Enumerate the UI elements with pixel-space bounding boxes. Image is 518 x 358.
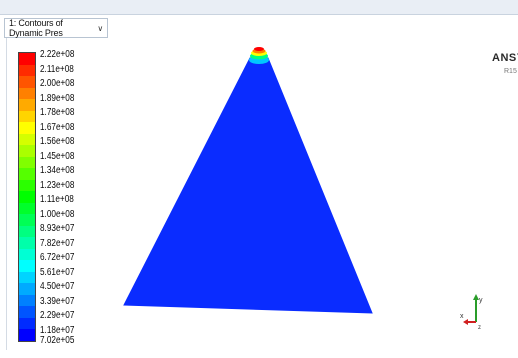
legend-label: 1.45e+08 xyxy=(40,150,75,162)
ansys-logo: ANSYS xyxy=(492,52,518,64)
legend-label: 4.50e+07 xyxy=(40,281,75,292)
legend-swatch xyxy=(19,306,35,318)
legend-label: 2.11e+08 xyxy=(40,63,74,75)
x-axis-label: x xyxy=(460,313,464,320)
legend-swatch xyxy=(19,317,35,330)
legend-label: 6.72e+07 xyxy=(40,252,75,263)
legend-swatch xyxy=(19,145,35,157)
x-axis-head xyxy=(463,319,468,325)
legend-label: 2.22e+08 xyxy=(40,49,75,60)
ansys-version: R15 xyxy=(504,68,517,75)
y-axis-label: y xyxy=(479,297,483,304)
legend-swatch xyxy=(19,271,35,284)
colormap-legend-bar xyxy=(18,52,36,342)
axis-triad: y x z xyxy=(460,294,483,330)
legend-label: 5.61e+07 xyxy=(40,266,75,278)
legend-label: 1.18e+07 xyxy=(40,324,75,336)
legend-swatch xyxy=(19,64,35,77)
view-selector-label: 1: Contours of Dynamic Pres xyxy=(9,18,63,38)
view-selector-dropdown[interactable]: 1: Contours of Dynamic Pres ∨ xyxy=(4,18,108,38)
legend-swatch xyxy=(19,179,35,192)
legend-swatch xyxy=(19,260,35,272)
legend-label: 1.89e+08 xyxy=(40,92,75,104)
legend-label: 7.82e+07 xyxy=(40,237,75,249)
legend-swatch xyxy=(19,202,35,215)
legend-swatch xyxy=(19,87,35,100)
legend-swatch xyxy=(19,76,35,88)
legend-label: 2.00e+08 xyxy=(40,78,75,89)
legend-swatch xyxy=(19,156,35,169)
legend-label: 8.93e+07 xyxy=(40,223,75,234)
legend-label: 1.23e+08 xyxy=(40,179,75,191)
legend-swatch xyxy=(19,214,35,226)
z-axis-label: z xyxy=(478,325,481,330)
legend-label: 1.00e+08 xyxy=(40,208,75,220)
legend-label: 1.56e+08 xyxy=(40,136,75,147)
legend-swatch xyxy=(19,133,35,146)
legend-swatch xyxy=(19,168,35,180)
legend-label: 1.11e+08 xyxy=(40,194,74,205)
legend-label: 1.78e+08 xyxy=(40,107,75,118)
legend-swatch xyxy=(19,122,35,134)
legend-label: 7.02e+05 xyxy=(40,335,75,346)
legend-swatch xyxy=(19,110,35,123)
legend-swatch xyxy=(19,99,35,111)
domain-contour-body xyxy=(123,57,373,314)
legend-swatch xyxy=(19,225,35,238)
legend-swatch xyxy=(19,329,35,341)
legend-swatch xyxy=(19,237,35,249)
legend-swatch xyxy=(19,283,35,295)
legend-swatch xyxy=(19,191,35,203)
legend-label: 3.39e+07 xyxy=(40,295,75,307)
chevron-down-icon[interactable]: ∨ xyxy=(97,23,103,33)
legend-label: 2.29e+07 xyxy=(40,310,75,321)
legend-label: 1.67e+08 xyxy=(40,121,75,133)
legend-swatch xyxy=(19,53,35,65)
legend-swatch xyxy=(19,294,35,307)
y-axis-head xyxy=(473,294,479,300)
legend-label: 1.34e+08 xyxy=(40,165,75,176)
window-toolbar xyxy=(0,0,518,15)
high-pressure-tip xyxy=(249,47,269,64)
colormap-legend-labels: 2.22e+08 2.11e+08 2.00e+08 1.89e+08 1.78e+08… xyxy=(40,48,110,346)
legend-swatch xyxy=(19,248,35,261)
